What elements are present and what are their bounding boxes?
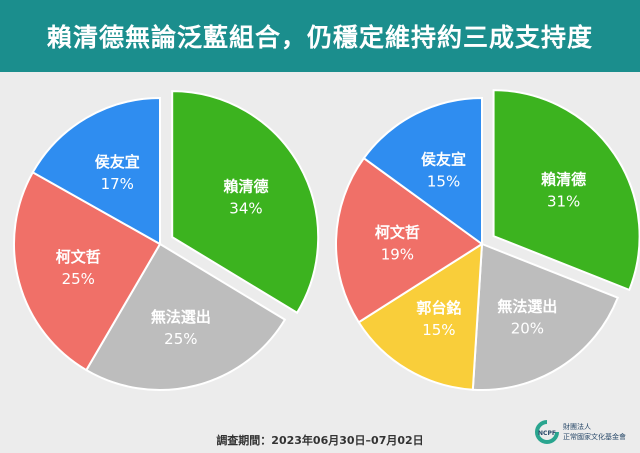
pie-slice <box>171 90 320 315</box>
pie-slice <box>357 242 484 391</box>
pie-charts: 賴清德 34% 無法選出 25% 柯文哲 25% 侯友宜 17% 賴清德 31% 無法選出 20% 郭台… <box>0 72 640 420</box>
pie-slice <box>31 96 161 246</box>
pie-slice <box>362 96 483 246</box>
slice-label: 賴清德 <box>541 171 586 189</box>
pie-slice <box>471 242 620 391</box>
pie-chart-2: 賴清德 31% 無法選出 20% 郭台銘 15% 柯文哲 19% 侯友宜 15% <box>335 89 640 391</box>
pie-slice <box>492 89 640 292</box>
slice-label: 柯文哲 <box>375 223 420 241</box>
page-title: 賴清德無論泛藍組合，仍穩定維持約三成支持度 <box>46 23 593 52</box>
slice-label: 賴清德 <box>223 178 268 196</box>
slice-value-label: 15% <box>427 173 460 191</box>
slice-value-label: 17% <box>101 175 134 193</box>
logo-mark-text: NCPF <box>538 430 556 437</box>
pie-charts-svg: 賴清德 34% 無法選出 25% 柯文哲 25% 侯友宜 17% 賴清德 31% 無法選出 20% 郭台… <box>13 89 640 391</box>
slice-label: 柯文哲 <box>56 248 101 266</box>
slice-label: 侯友宜 <box>95 153 140 171</box>
title-banner: 賴清德無論泛藍組合，仍穩定維持約三成支持度 <box>0 0 640 72</box>
ncpf-logo-icon: NCPF <box>535 420 559 444</box>
logo-org-line1: 財團法人 <box>563 423 591 431</box>
ncpf-logo: NCPF 財團法人 正常國家文化基金會 <box>534 418 626 446</box>
slice-value-label: 25% <box>62 270 95 288</box>
pie-slice <box>335 156 484 324</box>
slice-value-label: 34% <box>229 200 262 218</box>
slice-label: 侯友宜 <box>421 151 466 169</box>
slice-label: 無法選出 <box>497 297 557 315</box>
slice-value-label: 31% <box>547 193 580 211</box>
slice-value-label: 15% <box>422 321 455 339</box>
logo-org-line2: 正常國家文化基金會 <box>563 433 626 441</box>
slice-value-label: 19% <box>381 245 414 263</box>
pie-chart-1: 賴清德 34% 無法選出 25% 柯文哲 25% 侯友宜 17% <box>13 90 320 391</box>
survey-period: 調查期間：2023年06月30日–07月02日 <box>216 434 424 447</box>
slice-value-label: 20% <box>511 319 544 337</box>
slice-label: 無法選出 <box>151 308 211 326</box>
pie-slice <box>13 170 162 372</box>
slice-label: 郭台銘 <box>416 299 461 317</box>
slice-value-label: 25% <box>164 330 197 348</box>
pie-slice <box>84 242 287 391</box>
